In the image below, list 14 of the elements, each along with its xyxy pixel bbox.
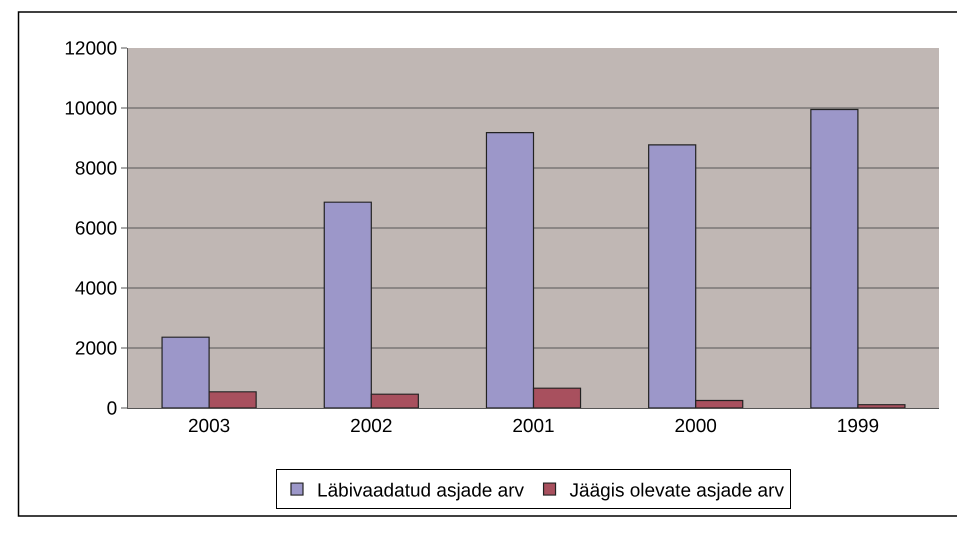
y-tick-label: 10000 [64, 98, 118, 120]
y-tick-label: 12000 [64, 38, 118, 60]
y-tick-label: 2000 [74, 338, 118, 360]
y-tick-label: 0 [106, 398, 118, 420]
x-tick-label: 1999 [836, 416, 880, 437]
x-tick-label: 2002 [350, 416, 392, 437]
legend-label: Jäägis olevate asjade arv [570, 480, 784, 502]
y-tick-label: 8000 [74, 158, 118, 180]
y-tick-label: 4000 [74, 278, 118, 300]
x-tick-label: 2003 [188, 416, 230, 437]
x-tick-label: 2000 [674, 416, 717, 437]
x-tick-label: 2001 [512, 416, 555, 437]
legend-label: Läbivaadatud asjade arv [317, 480, 525, 502]
y-tick-label: 6000 [74, 218, 118, 240]
